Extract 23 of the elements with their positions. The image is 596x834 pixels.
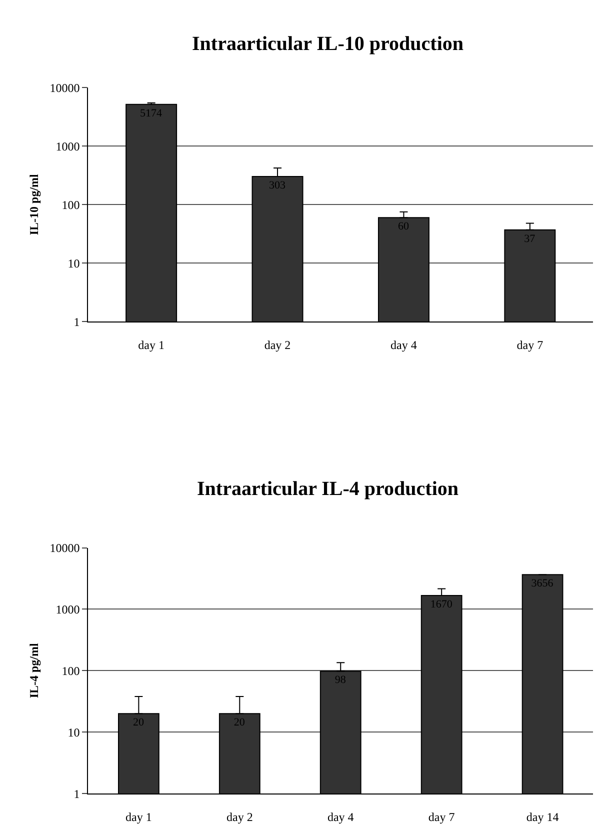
x-tick-label: day 14 <box>526 810 559 824</box>
y-tick-label: 100 <box>62 198 80 212</box>
x-tick-label: day 4 <box>390 338 417 352</box>
x-tick-label: day 1 <box>126 810 152 824</box>
y-tick-label: 1 <box>74 786 80 801</box>
y-tick-label: 10000 <box>50 80 80 95</box>
y-axis-title: IL-10 pg/ml <box>27 173 42 236</box>
chart-title: Intraarticular IL-10 production <box>192 33 464 55</box>
y-tick-label: 10 <box>68 256 80 270</box>
x-tick-label: day 2 <box>226 810 253 824</box>
y-axis-title: IL-4 pg/ml <box>27 642 42 698</box>
x-tick-label: day 7 <box>428 810 455 824</box>
y-tick-label: 1 <box>74 314 80 329</box>
chart-title: Intraarticular IL-4 production <box>197 478 458 500</box>
x-tick-label: day 7 <box>516 338 544 352</box>
x-tick-label: day 2 <box>264 338 291 352</box>
y-tick-label: 1000 <box>56 602 80 616</box>
y-tick-label: 10000 <box>50 540 80 555</box>
x-tick-label: day 1 <box>138 338 164 352</box>
y-tick-label: 1000 <box>56 139 80 154</box>
y-tick-label: 10 <box>68 725 80 740</box>
x-tick-label: day 4 <box>327 810 354 824</box>
y-tick-label: 100 <box>62 664 80 678</box>
